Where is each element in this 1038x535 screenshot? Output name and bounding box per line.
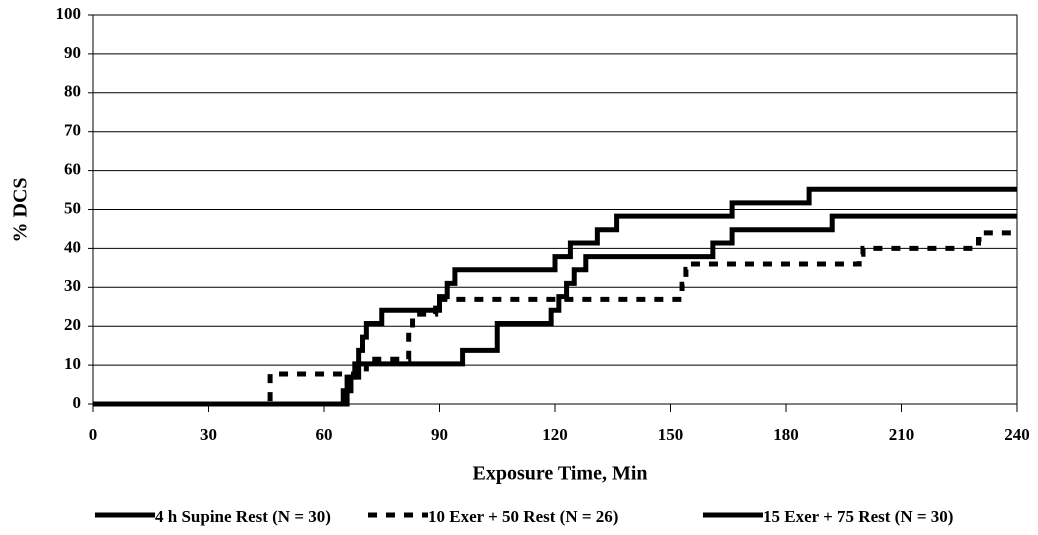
- y-tick-label: 100: [56, 4, 82, 23]
- y-tick-label: 10: [64, 354, 81, 373]
- x-tick-label: 180: [773, 425, 799, 444]
- x-tick-label: 210: [889, 425, 915, 444]
- x-tick-label: 0: [89, 425, 98, 444]
- y-tick-label: 50: [64, 198, 81, 217]
- series-line: [93, 230, 1017, 407]
- legend-label: 10 Exer + 50 Rest (N = 26): [428, 507, 618, 526]
- y-tick-label: 80: [64, 82, 81, 101]
- y-tick-label: 60: [64, 160, 81, 179]
- legend-label: 4 h Supine Rest (N = 30): [155, 507, 331, 526]
- x-tick-label: 240: [1004, 425, 1030, 444]
- y-tick-label: 40: [64, 237, 81, 256]
- y-tick-label: 70: [64, 121, 81, 140]
- x-tick-label: 60: [316, 425, 333, 444]
- y-tick-label: 90: [64, 43, 81, 62]
- x-tick-label: 90: [431, 425, 448, 444]
- series-line: [93, 213, 1017, 407]
- y-axis-title: % DCS: [10, 177, 32, 242]
- x-tick-label: 30: [200, 425, 217, 444]
- series-line: [93, 186, 1017, 407]
- x-axis-title: Exposure Time, Min: [472, 463, 647, 485]
- x-tick-label: 150: [658, 425, 684, 444]
- y-tick-label: 20: [64, 315, 81, 334]
- legend-label: 15 Exer + 75 Rest (N = 30): [763, 507, 953, 526]
- y-tick-label: 30: [64, 276, 81, 295]
- y-tick-label: 0: [73, 393, 82, 412]
- x-tick-label: 120: [542, 425, 568, 444]
